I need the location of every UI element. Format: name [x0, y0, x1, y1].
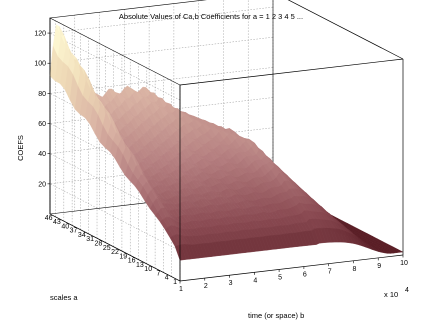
z-tick-label: 40 [38, 151, 46, 158]
coefficient-surface [49, 24, 404, 261]
y-tick-label: 34 [78, 232, 86, 239]
x-tick-label: 6 [303, 272, 307, 279]
x-tick-label: 8 [352, 266, 356, 273]
z-axis-label: COEFS [16, 135, 25, 161]
z-tick-label: 120 [34, 31, 46, 38]
y-axis-label: scales a [50, 293, 78, 302]
z-tick-label: 80 [38, 91, 46, 98]
x-tick-labels: 1 2 3 4 5 6 7 8 9 10 [179, 255, 408, 293]
y-tick-label: 28 [95, 241, 103, 248]
y-tick-label: 46 [45, 215, 53, 222]
y-tick-label: 31 [86, 236, 94, 243]
y-tick-label: 19 [119, 253, 127, 260]
x-exponent-power: 4 [405, 287, 409, 294]
y-tick-label: 43 [53, 219, 61, 226]
y-tick-label: 40 [61, 223, 69, 230]
chart-title: Absolute Values of Ca,b Coefficients for… [119, 12, 303, 21]
x-tick-label: 3 [229, 280, 233, 287]
y-tick-label: 4 [165, 275, 169, 282]
x-tick-label: 5 [278, 274, 282, 281]
x-tick-label: 9 [377, 263, 381, 270]
axis-box-front [49, 0, 404, 282]
y-tick-label: 16 [128, 258, 136, 265]
z-tick-label: 100 [34, 61, 46, 68]
x-tick-label: 1 [179, 286, 183, 293]
y-tick-label: 25 [103, 245, 111, 252]
x-exponent-label: x 10 [384, 290, 398, 299]
x-tick-label: 2 [204, 283, 208, 290]
y-tick-label: 22 [111, 249, 119, 256]
surface-patch [394, 249, 404, 253]
x-tick-label: 10 [400, 260, 408, 267]
y-tick-label: 1 [173, 279, 177, 286]
x-tick-label: 4 [253, 277, 257, 284]
x-tick-label: 7 [328, 269, 332, 276]
z-tick-label: 20 [38, 181, 46, 188]
y-tick-label: 7 [156, 270, 160, 277]
z-tick-label: 60 [38, 121, 46, 128]
y-tick-label: 13 [136, 262, 144, 269]
z-tick-labels: 20 40 60 80 100 120 [34, 31, 50, 188]
x-axis-label: time (or space) b [248, 311, 304, 320]
y-tick-label: 37 [70, 228, 78, 235]
y-tick-label: 10 [144, 266, 152, 273]
